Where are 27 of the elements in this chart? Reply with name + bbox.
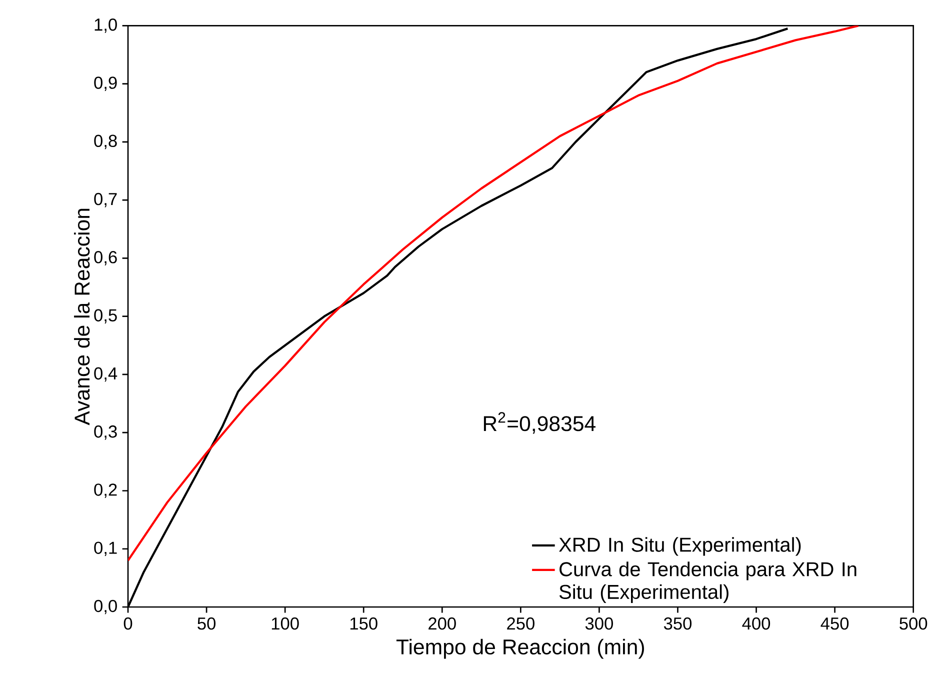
x-tick-label: 100: [272, 617, 299, 630]
x-axis-title: Tiempo de Reaccion (min): [396, 638, 644, 659]
y-tick-label: 0,2: [94, 484, 117, 498]
y-tick-label: 0,1: [94, 542, 117, 556]
x-tick-label: 50: [198, 617, 216, 630]
y-tick-label: 1,0: [94, 18, 117, 33]
x-tick-label: 500: [900, 617, 928, 630]
y-tick-label: 0,9: [94, 76, 117, 91]
x-tick-label: 150: [350, 617, 378, 630]
y-tick-label: 0,5: [94, 309, 117, 324]
x-tick-label: 400: [742, 617, 770, 630]
y-tick-label: 0,4: [94, 367, 118, 382]
x-tick-label: 450: [820, 617, 849, 630]
annotation: R$^{2}$=0,98354: [484, 412, 596, 434]
x-tick-label: 300: [585, 617, 613, 630]
y-tick-label: 0,8: [94, 134, 117, 150]
y-axis-title: Avance de la Reaccion: [74, 208, 90, 426]
x-tick-label: 250: [507, 617, 534, 630]
y-tick-label: 0,0: [94, 600, 117, 614]
x-tick-label: 0: [124, 617, 132, 630]
x-tick-label: 350: [664, 617, 692, 630]
y-tick-label: 0,7: [94, 192, 117, 208]
y-tick-label: 0,6: [94, 251, 117, 266]
x-tick-label: 200: [428, 617, 456, 630]
legend-label: XRD In Situ (Experimental): [558, 537, 801, 556]
y-tick-label: 0,3: [94, 425, 117, 440]
legend-label: Curva de Tendencia para XRD In Situ (Experimental): [559, 562, 856, 603]
